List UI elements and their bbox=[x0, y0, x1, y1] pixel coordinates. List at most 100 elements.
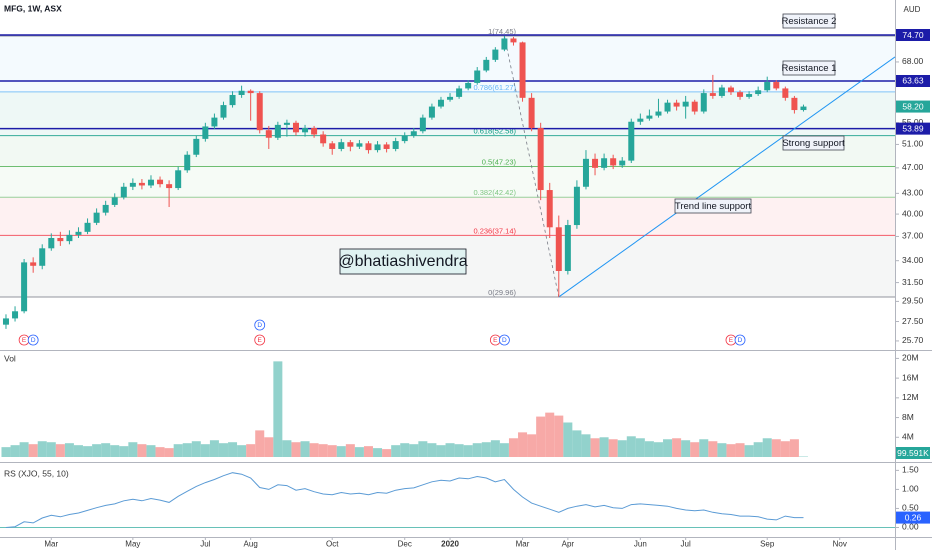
candle-body bbox=[247, 90, 254, 94]
volume-bar bbox=[472, 443, 482, 457]
volume-bar bbox=[73, 445, 83, 457]
volume-bar bbox=[590, 438, 600, 457]
candle-body bbox=[791, 97, 798, 111]
candle-body bbox=[175, 170, 182, 189]
candle-body bbox=[582, 158, 589, 187]
candle-body bbox=[256, 93, 263, 131]
annotation-text: Resistance 1 bbox=[782, 63, 837, 74]
candle-body bbox=[474, 70, 481, 83]
volume-bar bbox=[626, 436, 636, 457]
candle-body bbox=[66, 234, 73, 242]
volume-bar bbox=[264, 437, 274, 457]
y-tick-label: 31.50 bbox=[902, 277, 924, 287]
x-tick-label: Jul bbox=[200, 540, 210, 549]
volume-bar bbox=[481, 442, 491, 457]
candle-body bbox=[320, 134, 327, 144]
candle-body bbox=[800, 106, 807, 111]
fib-label: 0.382(42.42) bbox=[473, 188, 516, 197]
volume-bar bbox=[10, 445, 20, 457]
annotation-box bbox=[782, 135, 845, 151]
volume-bar bbox=[499, 443, 509, 457]
candle-body bbox=[157, 179, 164, 185]
candle-body bbox=[93, 212, 100, 223]
volume-bar bbox=[28, 444, 38, 457]
candle-body bbox=[610, 158, 617, 166]
candle-body bbox=[573, 186, 580, 226]
candle-body bbox=[746, 94, 753, 97]
candle-body bbox=[329, 143, 336, 149]
y-tick-label: 1.00 bbox=[902, 484, 919, 494]
candle-body bbox=[564, 225, 571, 271]
volume-bar bbox=[436, 445, 446, 457]
volume-bar bbox=[164, 448, 174, 457]
annotation: Resistance 2 bbox=[782, 13, 837, 29]
candle-body bbox=[555, 227, 562, 271]
candle-body bbox=[437, 99, 444, 107]
candle-body bbox=[601, 158, 608, 168]
y-tick-label: 0.50 bbox=[902, 503, 919, 513]
volume-bar bbox=[418, 441, 428, 457]
volume-bar bbox=[218, 443, 228, 457]
y-tick-label: 43.00 bbox=[902, 188, 924, 198]
y-tick-label: 12M bbox=[902, 392, 919, 402]
candle-body bbox=[302, 128, 309, 133]
volume-bar bbox=[735, 443, 745, 457]
candle-body bbox=[102, 204, 109, 213]
volume-bar bbox=[463, 445, 473, 457]
fib-label: 1(74.45) bbox=[488, 27, 516, 36]
volume-bar bbox=[608, 439, 618, 457]
y-tick-label: 68.00 bbox=[902, 56, 924, 66]
volume-bar bbox=[300, 441, 310, 457]
y-tick-label: 0.00 bbox=[902, 522, 919, 532]
y-tick-label: 47.00 bbox=[902, 162, 924, 172]
volume-bar bbox=[246, 444, 256, 457]
volume-bar bbox=[101, 443, 111, 457]
event-label: D bbox=[31, 337, 36, 344]
volume-bar bbox=[19, 442, 29, 457]
volume-bar bbox=[318, 444, 328, 457]
volume-bar bbox=[445, 443, 455, 457]
candle-body bbox=[447, 96, 454, 100]
volume-bar bbox=[200, 444, 210, 457]
candle-body bbox=[410, 131, 417, 136]
fib-label: 0.236(37.14) bbox=[473, 226, 516, 235]
volume-bar bbox=[644, 441, 654, 457]
candle-body bbox=[737, 92, 744, 97]
candle-body bbox=[664, 102, 671, 112]
fib-label: 0.786(61.27) bbox=[473, 83, 516, 92]
volume-bar bbox=[563, 422, 573, 457]
event-marker bbox=[499, 334, 510, 346]
event-label: E bbox=[493, 337, 498, 344]
annotation-text: Trend line support bbox=[675, 201, 752, 212]
last-price-label-box bbox=[896, 100, 930, 113]
candle-body bbox=[727, 87, 734, 93]
candle-body bbox=[619, 160, 626, 166]
volume-bar bbox=[681, 440, 691, 457]
y-tick-label: 37.00 bbox=[902, 231, 924, 241]
volume-bar bbox=[92, 444, 102, 457]
y-tick-label: 27.50 bbox=[902, 316, 924, 326]
volume-bar bbox=[554, 415, 564, 457]
trend-line bbox=[558, 56, 896, 298]
volume-bar bbox=[527, 434, 537, 457]
x-tick-label: Mar bbox=[44, 540, 58, 549]
annotation: Strong support bbox=[782, 135, 845, 151]
candle-body bbox=[39, 248, 46, 266]
annotation-text: Strong support bbox=[782, 138, 845, 149]
x-tick-label: Jun bbox=[634, 540, 647, 549]
candle-body bbox=[138, 182, 145, 186]
event-label: E bbox=[729, 337, 734, 344]
candle-body bbox=[655, 111, 662, 116]
event-marker bbox=[27, 334, 39, 346]
annotation-text: Resistance 2 bbox=[782, 16, 837, 27]
volume-bar bbox=[237, 445, 247, 457]
x-tick-label: Sep bbox=[760, 540, 775, 549]
pane-title: Vol bbox=[4, 353, 16, 363]
annotation: Resistance 1 bbox=[782, 60, 837, 76]
candle-body bbox=[700, 93, 707, 112]
candle-body bbox=[202, 126, 209, 139]
y-tick-label: 20M bbox=[902, 353, 919, 363]
last-rs-label: 0.26 bbox=[905, 512, 922, 522]
fib-band bbox=[0, 166, 895, 198]
